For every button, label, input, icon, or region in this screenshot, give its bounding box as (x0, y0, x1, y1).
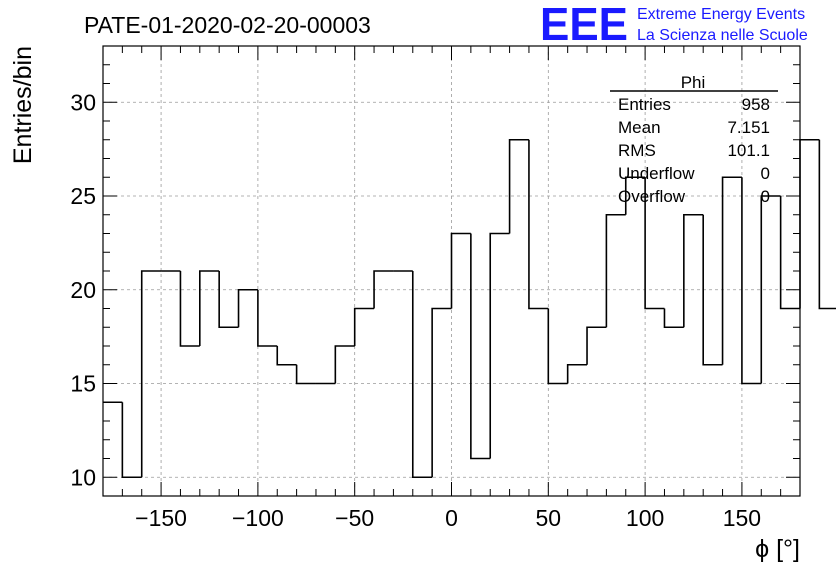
stats-row-label: RMS (618, 141, 656, 160)
histogram-bin (547, 308, 568, 385)
histogram-bin (799, 138, 820, 309)
stats-row-value: 7.151 (727, 118, 770, 137)
stats-row-label: Overflow (618, 187, 686, 206)
histogram-bin (431, 307, 452, 478)
histogram-bin (644, 177, 665, 310)
stats-row-value: 101.1 (727, 141, 770, 160)
histogram-bin (663, 308, 684, 329)
axis-ticks (102, 45, 801, 497)
x-axis-label: ϕ [°] (755, 535, 800, 563)
x-tick-label: −100 (232, 505, 284, 531)
histogram-bin (605, 213, 626, 328)
stats-box: Phi Entries 958 Mean 7.151 RMS 101.1 Underflow… (610, 73, 778, 206)
histogram-bin (721, 176, 742, 365)
histogram-bin (818, 139, 836, 310)
histogram-bin (411, 271, 433, 479)
stats-row-label: Underflow (618, 164, 695, 183)
stats-row-value: 0 (761, 187, 770, 206)
org-name-line1: Extreme Energy Events (637, 6, 805, 23)
org-name-line2: La Scienza nelle Scuole (637, 27, 808, 44)
histogram-bin (741, 177, 762, 385)
histogram-bin (586, 326, 607, 365)
x-tick-label: 100 (626, 505, 664, 531)
histogram-bin (528, 139, 549, 310)
histogram-bin (566, 363, 588, 384)
stats-row-label: Entries (618, 95, 671, 114)
histogram-bin (218, 271, 239, 329)
chart-title: PATE-01-2020-02-20-00003 (84, 12, 371, 38)
y-tick-label: 25 (70, 183, 96, 209)
x-tick-label: 0 (445, 505, 458, 531)
histogram-bin (353, 307, 375, 346)
histogram-bin (624, 176, 646, 215)
histogram-bin (760, 195, 781, 384)
stats-row-value: 958 (742, 95, 770, 114)
y-tick-label: 15 (70, 371, 96, 397)
stats-row-value: 0 (761, 164, 770, 183)
histogram-bin (683, 213, 704, 328)
y-tick-label: 20 (70, 277, 96, 303)
histogram-bars (103, 138, 836, 479)
x-tick-label: 50 (536, 505, 562, 531)
histogram-bin (373, 270, 394, 309)
y-axis-label: Entries/bin (9, 46, 37, 164)
histogram-bin (237, 288, 258, 328)
histogram-bin (257, 289, 278, 347)
histogram-bin (450, 232, 471, 309)
x-tick-label: −150 (135, 505, 187, 531)
x-tick-labels: −150 −100 −50 0 50 100 150 (135, 505, 761, 531)
stats-box-name: Phi (681, 73, 706, 92)
histogram-bin (276, 346, 297, 366)
histogram-bin (140, 270, 162, 478)
histogram-bin (470, 233, 491, 460)
histogram-bin (121, 402, 142, 479)
y-tick-labels: 10 15 20 25 30 (70, 89, 96, 490)
histogram-bin (334, 345, 355, 384)
y-tick-label: 30 (70, 89, 96, 115)
histogram-bin (508, 138, 529, 234)
eee-logo: EEE Extreme Energy Events La Scienza nel… (540, 0, 808, 50)
stats-row-label: Mean (618, 118, 661, 137)
histogram-bin (179, 271, 200, 347)
histogram-bin (199, 270, 220, 346)
histogram-bin (295, 364, 316, 385)
histogram-bin (489, 232, 510, 459)
x-tick-label: 150 (723, 505, 761, 531)
x-tick-label: −50 (335, 505, 374, 531)
eee-logo-text: EEE (540, 0, 628, 50)
stats-rows: Entries 958 Mean 7.151 RMS 101.1 Underflow 0 Ove… (618, 95, 770, 206)
y-tick-label: 10 (70, 464, 96, 490)
histogram-bin (702, 214, 723, 366)
